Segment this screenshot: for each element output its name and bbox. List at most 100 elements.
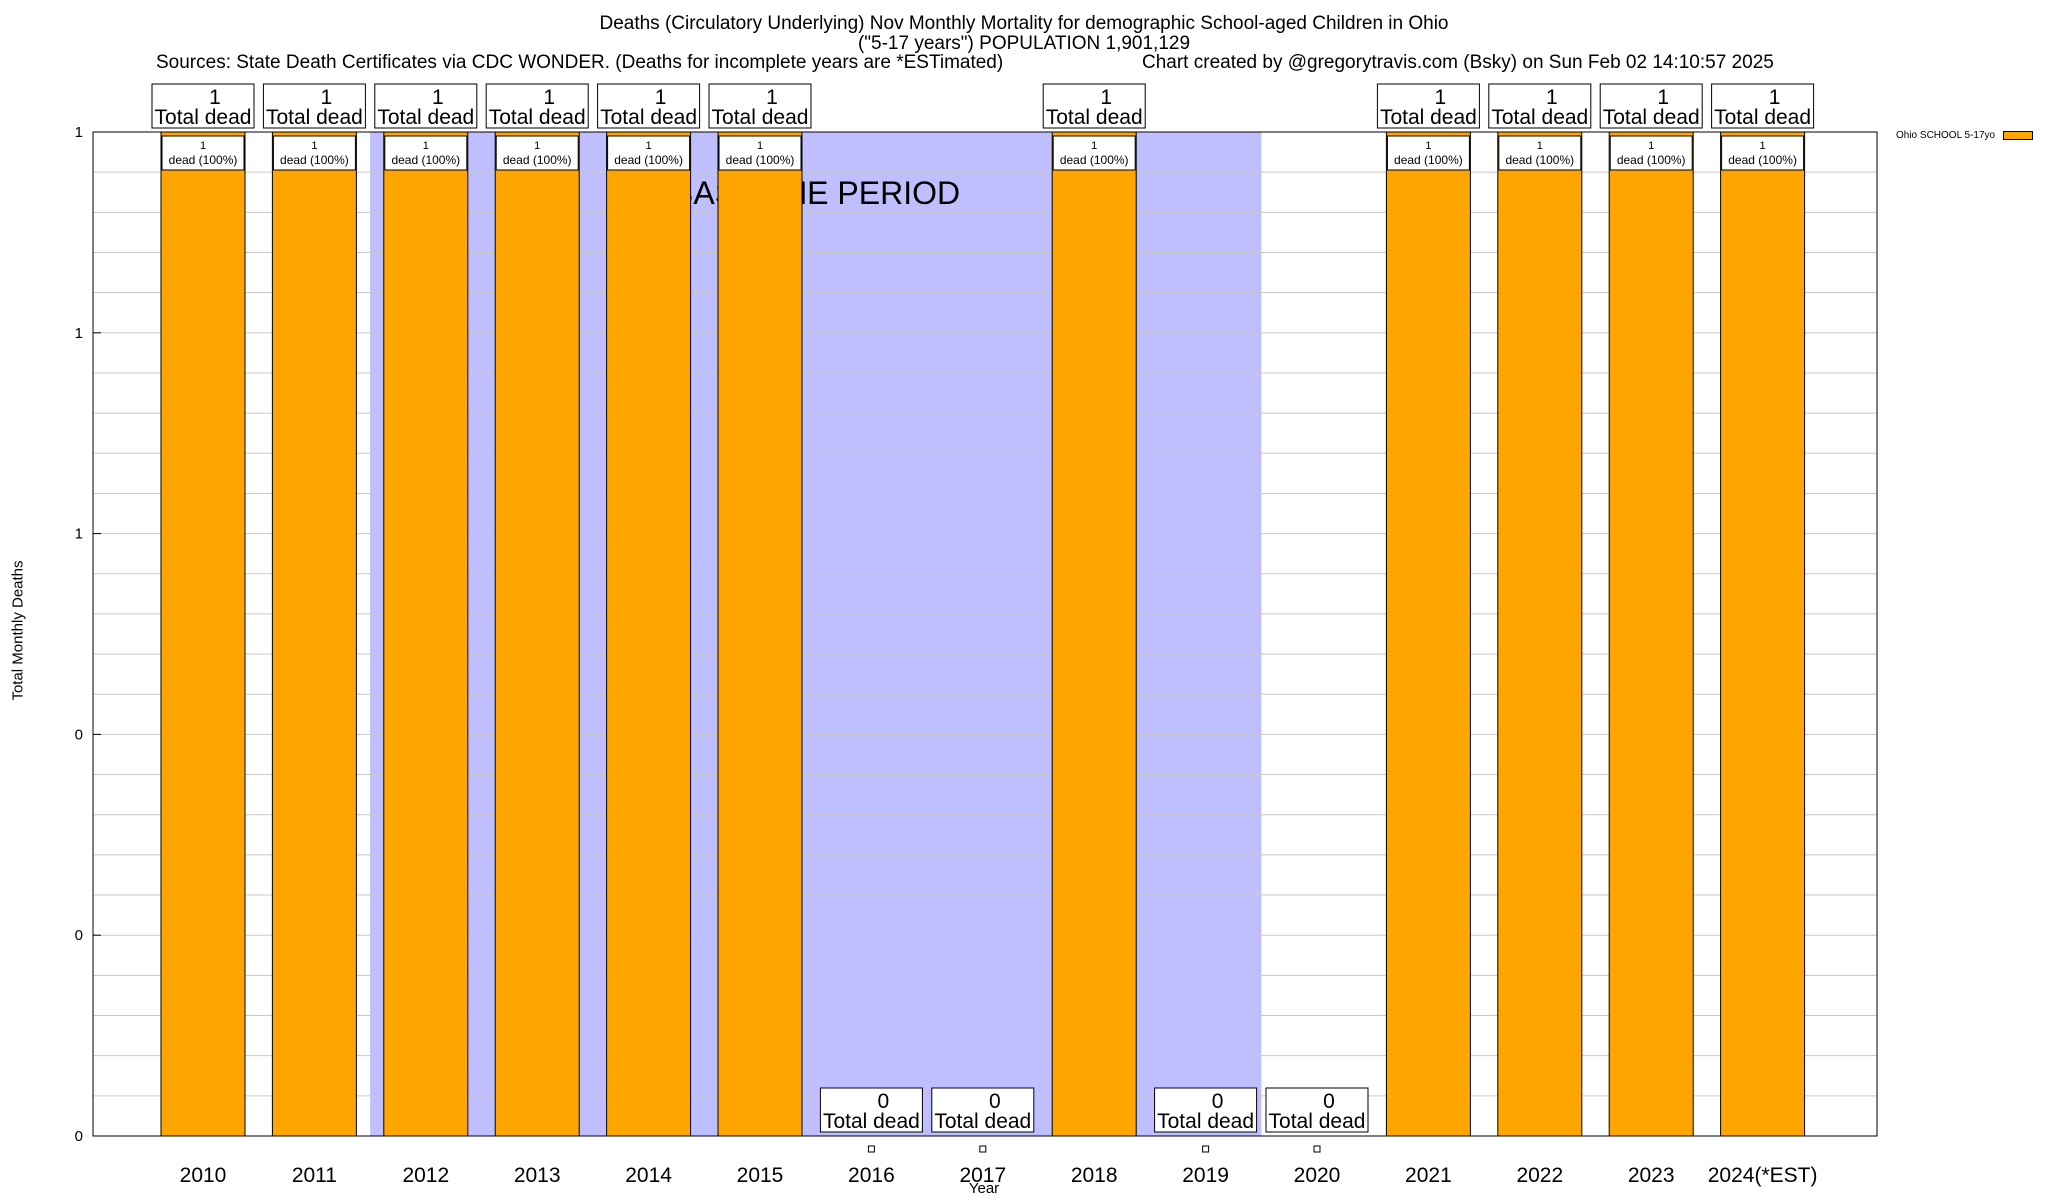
total-text-label: Total dead xyxy=(266,106,363,129)
bar xyxy=(717,131,803,1137)
total-text-label: Total dead xyxy=(155,106,252,129)
total-text-label: Total dead xyxy=(1046,106,1143,129)
total-label-box xyxy=(151,83,255,129)
x-tick-label: 2017 xyxy=(959,1164,1006,1187)
bar-inner-percent: dead (100%) xyxy=(1505,153,1574,167)
bar-inner-percent: dead (100%) xyxy=(503,153,572,167)
bar-inner-label-box xyxy=(1609,135,1693,171)
y-tick-label: 0 xyxy=(75,726,83,743)
total-label-box xyxy=(708,83,812,129)
x-tick-label: 2024(*EST) xyxy=(1708,1164,1818,1187)
x-tick-label: 2023 xyxy=(1628,1164,1675,1187)
total-label-box xyxy=(1265,1087,1369,1133)
bar-inner-count: 1 xyxy=(757,140,763,152)
total-text-label: Total dead xyxy=(934,1110,1031,1133)
total-value-label: 0 xyxy=(1323,1090,1335,1113)
total-value-label: 1 xyxy=(1100,86,1112,109)
bar-inner-label-box xyxy=(1386,135,1470,171)
bar-inner-count: 1 xyxy=(1425,140,1431,152)
total-text-label: Total dead xyxy=(489,106,586,129)
y-tick-label: 1 xyxy=(75,526,83,543)
bar-inner-percent: dead (100%) xyxy=(614,153,683,167)
bar-inner-count: 1 xyxy=(646,140,652,152)
bar-inner-percent: dead (100%) xyxy=(1728,153,1797,167)
chart-credit: Chart created by @gregorytravis.com (Bsk… xyxy=(1142,52,1774,73)
bar-inner-percent: dead (100%) xyxy=(391,153,460,167)
total-label-box xyxy=(597,83,701,129)
x-tick-label: 2016 xyxy=(848,1164,895,1187)
total-text-label: Total dead xyxy=(1491,106,1588,129)
total-label-box xyxy=(262,83,366,129)
total-label-box xyxy=(1488,83,1592,129)
point-marker xyxy=(1313,1145,1321,1153)
bar-inner-count: 1 xyxy=(1537,140,1543,152)
point-marker xyxy=(867,1145,875,1153)
bar-inner-label-box xyxy=(1498,135,1582,171)
total-label-box xyxy=(1599,83,1703,129)
total-value-label: 0 xyxy=(1212,1090,1224,1113)
total-value-label: 1 xyxy=(1546,86,1558,109)
total-value-label: 1 xyxy=(1657,86,1669,109)
total-text-label: Total dead xyxy=(712,106,809,129)
bar xyxy=(1608,131,1694,1137)
bar-inner-label-box xyxy=(718,135,802,171)
x-tick-label: 2011 xyxy=(292,1164,337,1187)
bar-inner-count: 1 xyxy=(423,140,429,152)
x-tick-label: 2013 xyxy=(514,1164,561,1187)
total-label-box xyxy=(485,83,589,129)
x-tick-label: 2020 xyxy=(1294,1164,1341,1187)
point-marker xyxy=(979,1145,987,1153)
x-tick-label: 2012 xyxy=(402,1164,449,1187)
bar-inner-label-box xyxy=(495,135,579,171)
x-tick-label: 2021 xyxy=(1405,1164,1452,1187)
total-text-label: Total dead xyxy=(377,106,474,129)
baseline-period-label: BASELINE PERIOD xyxy=(672,175,960,211)
bar-inner-percent: dead (100%) xyxy=(1394,153,1463,167)
bar-inner-label-box xyxy=(384,135,468,171)
y-tick-label: 0 xyxy=(75,1128,83,1145)
bar xyxy=(160,131,246,1137)
bar-inner-percent: dead (100%) xyxy=(169,153,238,167)
x-tick-label: 2010 xyxy=(180,1164,227,1187)
x-axis-label: Year xyxy=(968,1180,1000,1197)
x-tick-label: 2019 xyxy=(1182,1164,1229,1187)
total-label-box xyxy=(931,1087,1035,1133)
total-label-box xyxy=(1042,83,1146,129)
bar-inner-count: 1 xyxy=(1091,140,1097,152)
total-label-box xyxy=(819,1087,923,1133)
y-tick-label: 0 xyxy=(75,927,83,944)
bar xyxy=(383,131,469,1137)
total-value-label: 1 xyxy=(432,86,444,109)
bar xyxy=(606,131,692,1137)
chart-title-line-1: Deaths (Circulatory Underlying) Nov Mont… xyxy=(599,13,1449,34)
bar xyxy=(1720,131,1806,1137)
total-value-label: 1 xyxy=(766,86,778,109)
total-label-box xyxy=(1711,83,1815,129)
total-text-label: Total dead xyxy=(1603,106,1700,129)
bar xyxy=(494,131,580,1137)
x-tick-label: 2018 xyxy=(1071,1164,1118,1187)
bar-inner-count: 1 xyxy=(311,140,317,152)
legend-label: Ohio SCHOOL 5-17yo xyxy=(1896,130,1996,141)
plot-border xyxy=(92,131,1878,1137)
total-value-label: 1 xyxy=(1769,86,1781,109)
bar xyxy=(1051,131,1137,1137)
bar-inner-label-box xyxy=(1052,135,1136,171)
total-text-label: Total dead xyxy=(823,1110,920,1133)
legend: Ohio SCHOOL 5-17yo xyxy=(1896,130,2034,141)
total-text-label: Total dead xyxy=(600,106,697,129)
x-tick-label: 2014 xyxy=(625,1164,672,1187)
bar-inner-count: 1 xyxy=(1760,140,1766,152)
total-label-box xyxy=(1154,1087,1258,1133)
bar-inner-percent: dead (100%) xyxy=(1617,153,1686,167)
total-value-label: 0 xyxy=(989,1090,1001,1113)
total-label-box xyxy=(1376,83,1480,129)
point-marker xyxy=(1202,1145,1210,1153)
y-tick-label: 1 xyxy=(75,325,83,342)
bar xyxy=(1497,131,1583,1137)
bar-inner-percent: dead (100%) xyxy=(1060,153,1129,167)
bar-inner-count: 1 xyxy=(1648,140,1654,152)
y-tick-label: 1 xyxy=(75,124,83,141)
bar-inner-percent: dead (100%) xyxy=(726,153,795,167)
